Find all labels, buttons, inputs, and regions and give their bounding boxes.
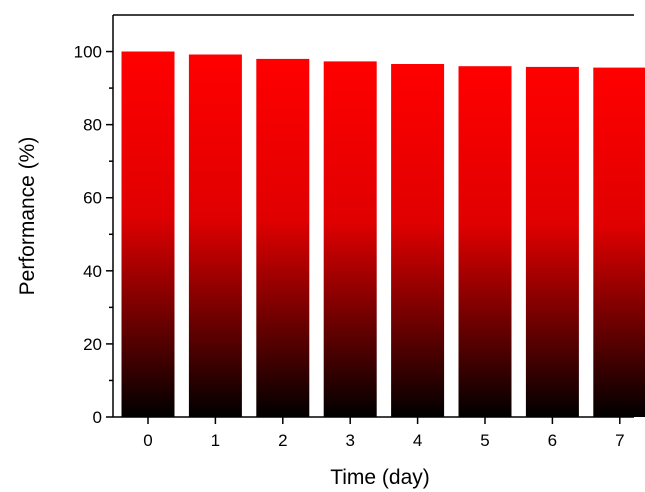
- y-tick-label: 60: [83, 189, 102, 208]
- bar-2: [256, 58, 310, 418]
- bar-1: [188, 54, 242, 417]
- y-tick-label: 20: [83, 335, 102, 354]
- y-tick-label: 80: [83, 116, 102, 135]
- x-tick-label: 0: [143, 431, 152, 450]
- bar-3: [323, 61, 377, 418]
- bar-4: [391, 64, 445, 417]
- x-axis-title: Time (day): [330, 466, 430, 489]
- x-tick-label: 4: [413, 431, 422, 450]
- bar-7: [593, 67, 645, 417]
- x-tick-label: 2: [278, 431, 287, 450]
- bar-0: [121, 51, 175, 417]
- y-axis-title: Performance (%): [16, 137, 39, 296]
- x-tick-label: 6: [548, 431, 557, 450]
- y-ticks: 0 20 40 60 80 100: [74, 43, 113, 427]
- bars: [121, 51, 645, 418]
- y-tick-label: 0: [93, 408, 102, 427]
- x-tick-label: 7: [615, 431, 624, 450]
- y-tick-label: 100: [74, 43, 102, 62]
- axes: [112, 14, 634, 418]
- x-ticks: 0 1 2 3 4 5 6 7: [143, 417, 625, 450]
- x-tick-label: 3: [345, 431, 354, 450]
- bar-6: [525, 66, 579, 418]
- y-tick-label: 40: [83, 262, 102, 281]
- x-tick-label: 1: [211, 431, 220, 450]
- bar-5: [458, 66, 512, 417]
- x-tick-label: 5: [480, 431, 489, 450]
